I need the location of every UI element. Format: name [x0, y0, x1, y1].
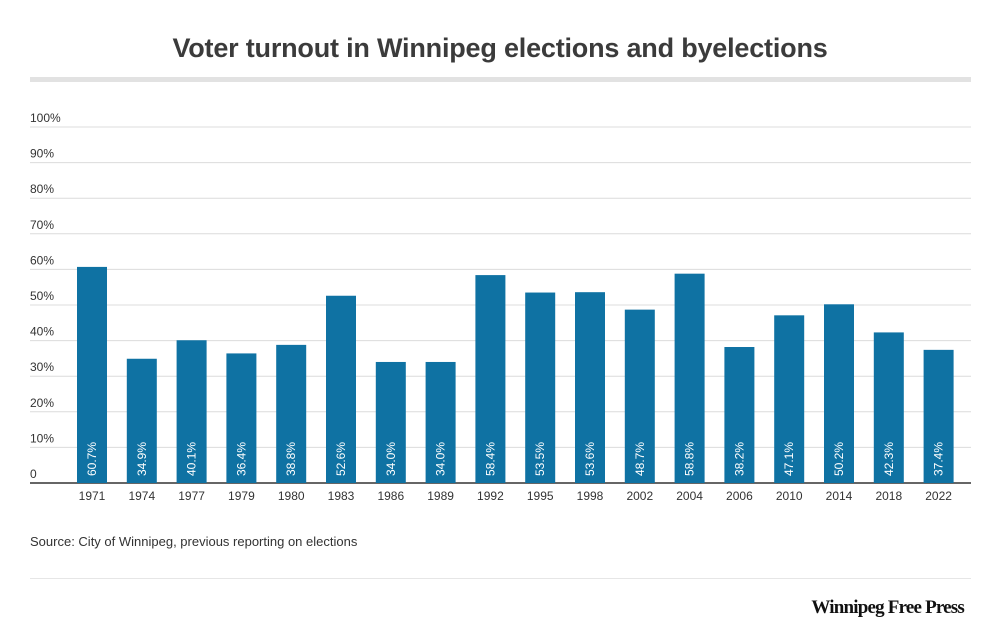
- chart-title: Voter turnout in Winnipeg elections and …: [172, 33, 828, 63]
- x-tick-label: 1992: [477, 489, 504, 503]
- y-tick-label: 80%: [30, 182, 54, 196]
- bar-1983: [326, 295, 356, 483]
- bar-value-label: 37.4%: [932, 442, 946, 476]
- footer-divider: [30, 578, 971, 579]
- y-tick-label: 60%: [30, 253, 54, 267]
- bar-2022: [923, 349, 954, 483]
- bar-1980: [276, 344, 307, 483]
- x-tick-label: 2014: [826, 489, 853, 503]
- bar-value-label: 53.5%: [533, 442, 547, 476]
- x-tick-label: 1998: [577, 489, 604, 503]
- bar-2014: [824, 304, 854, 483]
- bar-value-label: 34.0%: [434, 442, 448, 476]
- x-tick-label: 1995: [527, 489, 554, 503]
- bar-value-label: 34.0%: [384, 442, 398, 476]
- y-tick-label: 50%: [30, 289, 54, 303]
- bar-value-label: 47.1%: [782, 442, 796, 476]
- bar-value-label: 60.7%: [85, 442, 99, 476]
- bar-1971: [77, 266, 107, 483]
- x-tick-label: 1974: [128, 489, 155, 503]
- y-tick-label: 10%: [30, 431, 54, 445]
- bar-2002: [624, 309, 655, 483]
- bar-value-label: 50.2%: [832, 442, 846, 476]
- bar-value-label: 58.4%: [483, 442, 497, 476]
- brand-logo: Winnipeg Free Press: [811, 597, 964, 618]
- y-tick-label: 90%: [30, 147, 54, 161]
- y-tick-label: 0: [30, 467, 37, 481]
- bar-value-label: 38.2%: [732, 442, 746, 476]
- bar-value-label: 36.4%: [234, 442, 248, 476]
- bar-value-label: 58.8%: [683, 442, 697, 476]
- x-axis-tick-labels: 1971 1974 1977 1979 1980 1983 1986 1989 1992 1995…: [79, 489, 953, 503]
- bar-1992: [475, 275, 506, 483]
- title-divider: [30, 77, 971, 82]
- bar-value-label: 53.6%: [583, 442, 597, 476]
- y-tick-label: 20%: [30, 396, 54, 410]
- x-tick-label: 1977: [178, 489, 205, 503]
- y-axis-tick-labels: 0 10% 20% 30% 40% 50% 60% 70% 80% 90% 100%: [30, 111, 61, 481]
- x-tick-label: 2006: [726, 489, 753, 503]
- source-note: Source: City of Winnipeg, previous repor…: [30, 534, 358, 549]
- bar-value-label: 34.9%: [135, 442, 149, 476]
- y-tick-label: 40%: [30, 325, 54, 339]
- x-tick-label: 1979: [228, 489, 255, 503]
- y-tick-label: 30%: [30, 360, 54, 374]
- x-tick-label: 1986: [377, 489, 404, 503]
- bar-2006: [724, 347, 755, 483]
- bar-value-labels: 60.7% 34.9% 40.1% 36.4% 38.8% 52.6% 34.0% 34.0%…: [85, 442, 946, 476]
- y-tick-label: 100%: [30, 111, 61, 125]
- bar-1974: [126, 358, 157, 483]
- bar-1977: [176, 340, 207, 483]
- x-tick-label: 2004: [676, 489, 703, 503]
- bar-1998: [575, 292, 605, 483]
- x-tick-label: 1971: [79, 489, 106, 503]
- x-tick-label: 2010: [776, 489, 803, 503]
- bar-1995: [525, 292, 556, 483]
- bar-2010: [774, 315, 805, 483]
- bar-value-label: 48.7%: [633, 442, 647, 476]
- x-tick-label: 2018: [875, 489, 902, 503]
- bar-1989: [425, 361, 456, 483]
- x-tick-label: 2022: [925, 489, 952, 503]
- x-tick-label: 1989: [427, 489, 454, 503]
- bar-1979: [226, 353, 257, 483]
- bar-value-label: 38.8%: [284, 442, 298, 476]
- x-tick-label: 1983: [328, 489, 355, 503]
- x-tick-label: 1980: [278, 489, 305, 503]
- bar-value-label: 52.6%: [334, 442, 348, 476]
- bar-value-label: 40.1%: [185, 442, 199, 476]
- bar-2004: [674, 273, 705, 483]
- bar-2018: [873, 332, 904, 483]
- bar-1986: [375, 361, 406, 483]
- bars: [77, 266, 954, 483]
- x-tick-label: 2002: [626, 489, 653, 503]
- bar-value-label: 42.3%: [882, 442, 896, 476]
- y-tick-label: 70%: [30, 218, 54, 232]
